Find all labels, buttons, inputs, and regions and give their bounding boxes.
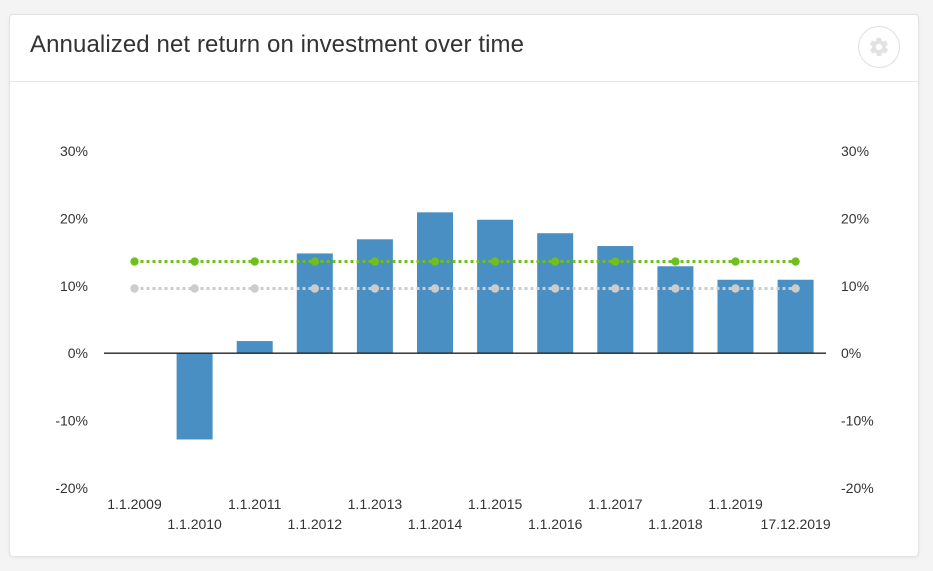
series-point: [791, 257, 800, 266]
y-tick-label-right: 20%: [841, 210, 869, 226]
series-point: [611, 284, 620, 293]
gear-icon: [869, 37, 889, 57]
x-tick-label: 1.1.2012: [288, 516, 343, 532]
series-point: [190, 284, 199, 293]
x-tick-label: 1.1.2019: [708, 496, 763, 512]
series-point: [370, 284, 380, 293]
x-tick-label: 1.1.2016: [528, 516, 583, 532]
series-point: [130, 257, 139, 266]
x-tick-label: 1.1.2015: [468, 496, 523, 512]
settings-button[interactable]: [858, 26, 900, 68]
y-tick-label-left: -10%: [55, 413, 88, 429]
y-tick-label-left: 20%: [60, 210, 88, 226]
bar: [417, 212, 453, 354]
bar: [296, 253, 333, 354]
series-point: [190, 257, 199, 266]
x-tick-label: 1.1.2014: [408, 516, 463, 532]
bar: [176, 353, 213, 440]
series-point: [671, 257, 680, 266]
x-tick-label: 1.1.2013: [348, 496, 403, 512]
series-point: [430, 257, 440, 266]
x-tick-label: 1.1.2009: [107, 496, 162, 512]
series-point: [551, 284, 560, 293]
series-point: [490, 284, 500, 293]
y-tick-label-left: 30%: [60, 143, 88, 159]
series-point: [551, 257, 560, 266]
series-point: [370, 257, 380, 266]
card-header: Annualized net return on investment over…: [10, 15, 918, 82]
x-tick-label: 1.1.2010: [167, 516, 222, 532]
x-tick-label: 1.1.2017: [588, 496, 643, 512]
bar: [657, 266, 694, 354]
series-point: [671, 284, 680, 293]
series-point: [791, 284, 800, 293]
y-tick-label-left: 10%: [60, 278, 88, 294]
series-point: [130, 284, 139, 293]
series-point: [310, 284, 319, 293]
chart-title: Annualized net return on investment over…: [30, 31, 525, 58]
y-tick-label-right: 0%: [841, 345, 861, 361]
y-tick-label-right: -20%: [841, 480, 874, 496]
series-point: [611, 257, 620, 266]
y-tick-label-left: 0%: [68, 345, 88, 361]
series-point: [250, 257, 259, 266]
series-point: [310, 257, 319, 266]
series-point: [731, 284, 740, 293]
x-tick-label: 1.1.2018: [648, 516, 703, 532]
chart-card: Annualized net return on investment over…: [9, 14, 919, 557]
x-tick-label: 17.12.2019: [761, 516, 831, 532]
bar: [537, 233, 574, 354]
series-point: [250, 284, 259, 293]
y-tick-label-right: 10%: [841, 278, 869, 294]
bar: [236, 341, 273, 354]
y-tick-label-right: -10%: [841, 413, 874, 429]
y-tick-label-right: 30%: [841, 143, 869, 159]
series-point: [490, 257, 500, 266]
series-point: [731, 257, 740, 266]
x-tick-label: 1.1.2011: [228, 496, 282, 512]
y-tick-label-left: -20%: [55, 480, 88, 496]
series-point: [430, 284, 440, 293]
bar: [356, 239, 393, 354]
